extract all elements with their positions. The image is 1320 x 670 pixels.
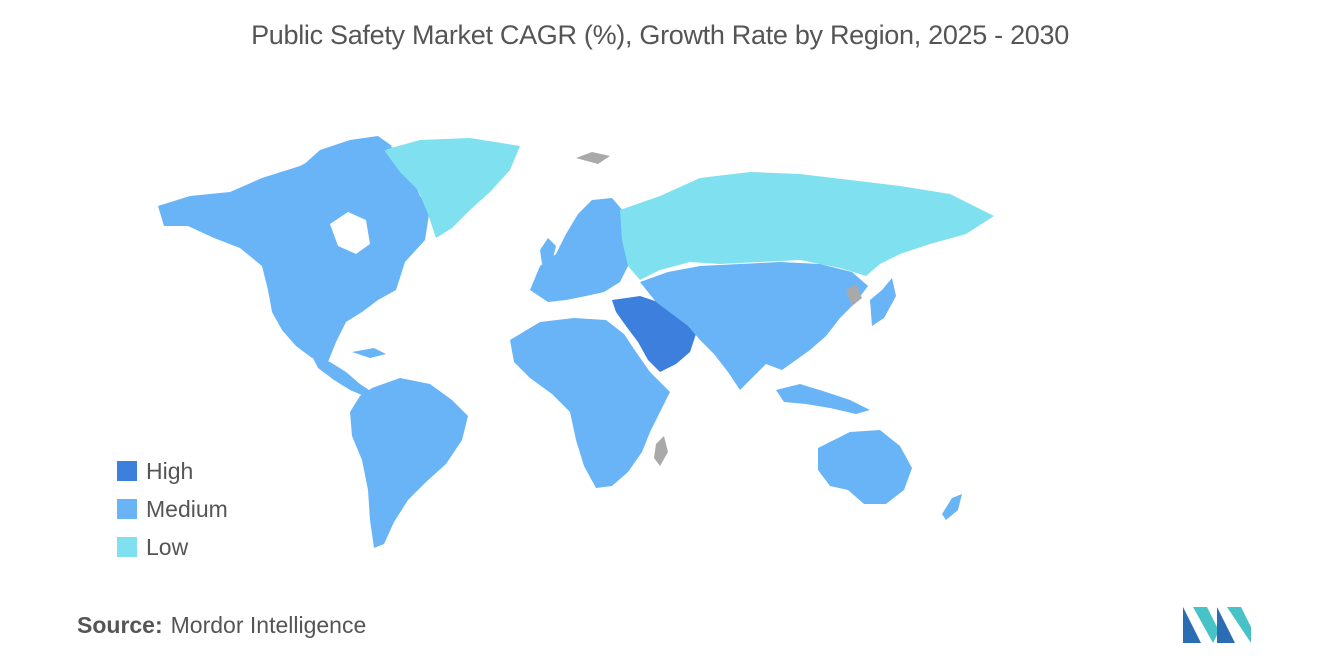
source-text: Mordor Intelligence — [170, 612, 367, 638]
legend-swatch-medium — [117, 499, 137, 519]
legend-label-low: Low — [146, 533, 189, 560]
region-uk — [540, 238, 556, 264]
region-arctic-islands — [300, 136, 392, 176]
legend-swatch-high — [117, 461, 137, 481]
region-asia — [640, 262, 868, 390]
hudson-bay — [330, 212, 370, 254]
region-new-zealand — [942, 494, 962, 520]
legend-item-low: Low — [117, 528, 228, 566]
region-africa — [510, 318, 670, 488]
legend-item-medium: Medium — [117, 490, 228, 528]
region-svalbard — [576, 152, 610, 164]
logo-icon — [1183, 607, 1251, 643]
region-central-america — [312, 356, 372, 396]
legend: High Medium Low — [117, 452, 228, 566]
region-russia — [620, 172, 994, 280]
region-southeast-asia — [776, 384, 870, 414]
region-madagascar — [654, 436, 668, 466]
chart-title: Public Safety Market CAGR (%), Growth Ra… — [251, 20, 1069, 50]
legend-label-high: High — [146, 457, 194, 484]
source-label: Source: — [77, 612, 163, 638]
legend-swatch-low — [117, 537, 137, 557]
legend-item-high: High — [117, 452, 228, 490]
region-south-america — [350, 378, 468, 548]
region-australia — [818, 430, 912, 504]
region-north-america — [158, 140, 430, 362]
legend-label-medium: Medium — [146, 495, 228, 522]
region-europe — [530, 198, 630, 302]
region-caribbean — [352, 348, 386, 358]
source-note: Source: Mordor Intelligence — [77, 612, 366, 639]
region-north-korea — [846, 284, 862, 306]
region-japan — [870, 278, 896, 326]
region-greenland — [384, 138, 520, 238]
mordor-intelligence-logo — [1183, 603, 1251, 643]
